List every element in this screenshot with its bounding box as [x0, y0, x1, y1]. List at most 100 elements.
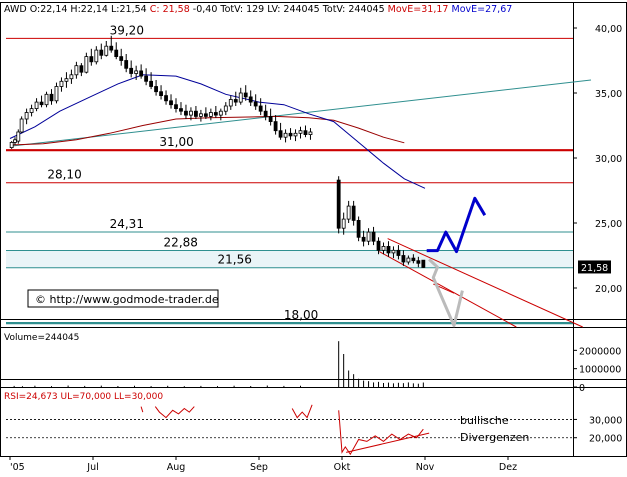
- rsi-line-0: [140, 406, 144, 413]
- candle-body-38: [194, 110, 198, 117]
- candle-body-22: [114, 49, 119, 57]
- candle-body-12: [64, 78, 69, 82]
- candle-body-59: [298, 130, 303, 134]
- candle-body-67: [361, 236, 366, 242]
- last-close-box: [578, 260, 611, 274]
- x-tick-label-6: Dez: [499, 462, 517, 473]
- x-tick-label-1: Jul: [86, 462, 98, 473]
- forecast-bullish: [426, 196, 487, 254]
- candle-body-39: [198, 113, 203, 117]
- candle-body-34: [174, 104, 178, 109]
- forecast-bearish: [428, 258, 464, 328]
- level-label-1: 31,00: [159, 135, 193, 149]
- candle-body-10: [54, 86, 59, 102]
- candle-body-62: [336, 179, 341, 229]
- candle-body-29: [149, 80, 154, 87]
- level-label-3: 24,31: [110, 217, 144, 231]
- candle-body-16: [84, 56, 89, 73]
- candle-body-44: [223, 105, 228, 112]
- candle-body-47: [238, 92, 243, 103]
- candle-body-69: [371, 231, 376, 242]
- rsi-y-tick-label-0: 20,000: [589, 434, 622, 445]
- candle-body-13: [69, 74, 74, 80]
- candle-body-18: [94, 49, 99, 63]
- level-label-4: 22,88: [164, 236, 198, 250]
- candle-body-54: [273, 121, 278, 132]
- candle-body-20: [104, 45, 109, 56]
- candle-body-37: [189, 110, 193, 116]
- rsi-annotation-line-1: bullische: [460, 414, 509, 427]
- candle-body-58: [293, 132, 298, 137]
- x-tick-label-5: Nov: [416, 462, 435, 473]
- candle-body-9: [49, 93, 54, 102]
- trendline: [9, 79, 592, 147]
- rsi-divergence-line: [346, 432, 430, 453]
- quote-part-1: C: 21,58: [150, 4, 190, 15]
- quote-part-0: AWD O:22,14 H:22,14 L:21,54: [4, 4, 150, 15]
- price-y-tick-label-3: 35,00: [595, 89, 622, 100]
- level-label-2: 28,10: [47, 168, 81, 182]
- x-tick-label-0: '05: [10, 462, 25, 473]
- price-y-tick-label-1: 25,00: [595, 219, 622, 230]
- quote-part-2: -0,40 TotV: 129 LV: 244045 TotV: 244045: [190, 4, 388, 15]
- last-close-tag: 21,58: [578, 260, 611, 274]
- candle-body-5: [29, 108, 34, 113]
- volume-panel: [13, 341, 424, 387]
- candle-body-31: [159, 91, 163, 96]
- candle-body-78: [416, 260, 421, 264]
- candle-body-66: [356, 219, 361, 238]
- candle-body-30: [154, 86, 158, 93]
- candle-body-25: [129, 67, 134, 74]
- moving-average-long: [9, 115, 405, 146]
- candle-body-41: [208, 112, 213, 117]
- axis-labels: 20,00 25,00 30,00 35,00 40,00 0 1000000 2000000…: [9, 24, 622, 473]
- candle-body-68: [366, 231, 371, 242]
- candle-body-60: [303, 130, 308, 135]
- volume-title: Volume=244045: [4, 333, 79, 343]
- candle-body-57: [288, 132, 293, 137]
- rsi-line-1: [154, 406, 195, 419]
- candle-body-14: [74, 65, 79, 76]
- volume-y-tick-label-2: 2000000: [579, 346, 621, 357]
- candle-body-45: [228, 99, 233, 107]
- candle-body-70: [376, 240, 381, 251]
- price-y-tick-label-2: 30,00: [595, 154, 622, 165]
- annotation-frame: [27, 289, 219, 308]
- candle-body-40: [203, 113, 208, 117]
- moving-average-short: [9, 74, 426, 189]
- support-band: [6, 250, 573, 268]
- candle-body-76: [406, 257, 411, 263]
- candle-body-19: [99, 49, 104, 56]
- candle-body-8: [44, 93, 49, 106]
- last-close-label: 21,58: [581, 263, 608, 274]
- annotation-box: © http://www.godmode-trader.de: [27, 289, 219, 308]
- candle-body-1: [13, 139, 17, 143]
- price-y-tick-label-4: 40,00: [595, 24, 622, 35]
- candle-body-73: [391, 249, 396, 254]
- candle-body-51: [258, 105, 263, 112]
- candle-body-79: [421, 259, 426, 268]
- candle-body-24: [124, 60, 129, 69]
- x-tick-label-2: Aug: [167, 462, 186, 473]
- volume-y-tick-label-1: 1000000: [579, 365, 621, 376]
- price-y-tick-label-0: 20,00: [595, 284, 622, 295]
- candle-body-4: [24, 112, 29, 120]
- candle-body-35: [179, 108, 183, 112]
- candle-body-77: [411, 257, 416, 262]
- quote-part-3: MovE=31,17: [388, 4, 449, 15]
- channel-line-0: [387, 238, 583, 328]
- candle-body-33: [169, 100, 173, 106]
- candle-body-61: [308, 131, 313, 135]
- quote-part-5: MovE=27,67: [452, 4, 513, 15]
- candle-body-32: [164, 95, 168, 102]
- candle-body-11: [59, 80, 64, 87]
- watermark-text: © http://www.godmode-trader.de: [35, 293, 219, 306]
- rsi-y-tick-label-1: 30,000: [589, 415, 622, 426]
- candle-body-48: [243, 92, 248, 98]
- candle-body-0: [9, 141, 14, 148]
- candle-body-43: [218, 110, 223, 116]
- candle-body-71: [381, 245, 386, 251]
- rsi-title: RSI=24,673 UL=70,000 LL=30,000: [4, 392, 163, 402]
